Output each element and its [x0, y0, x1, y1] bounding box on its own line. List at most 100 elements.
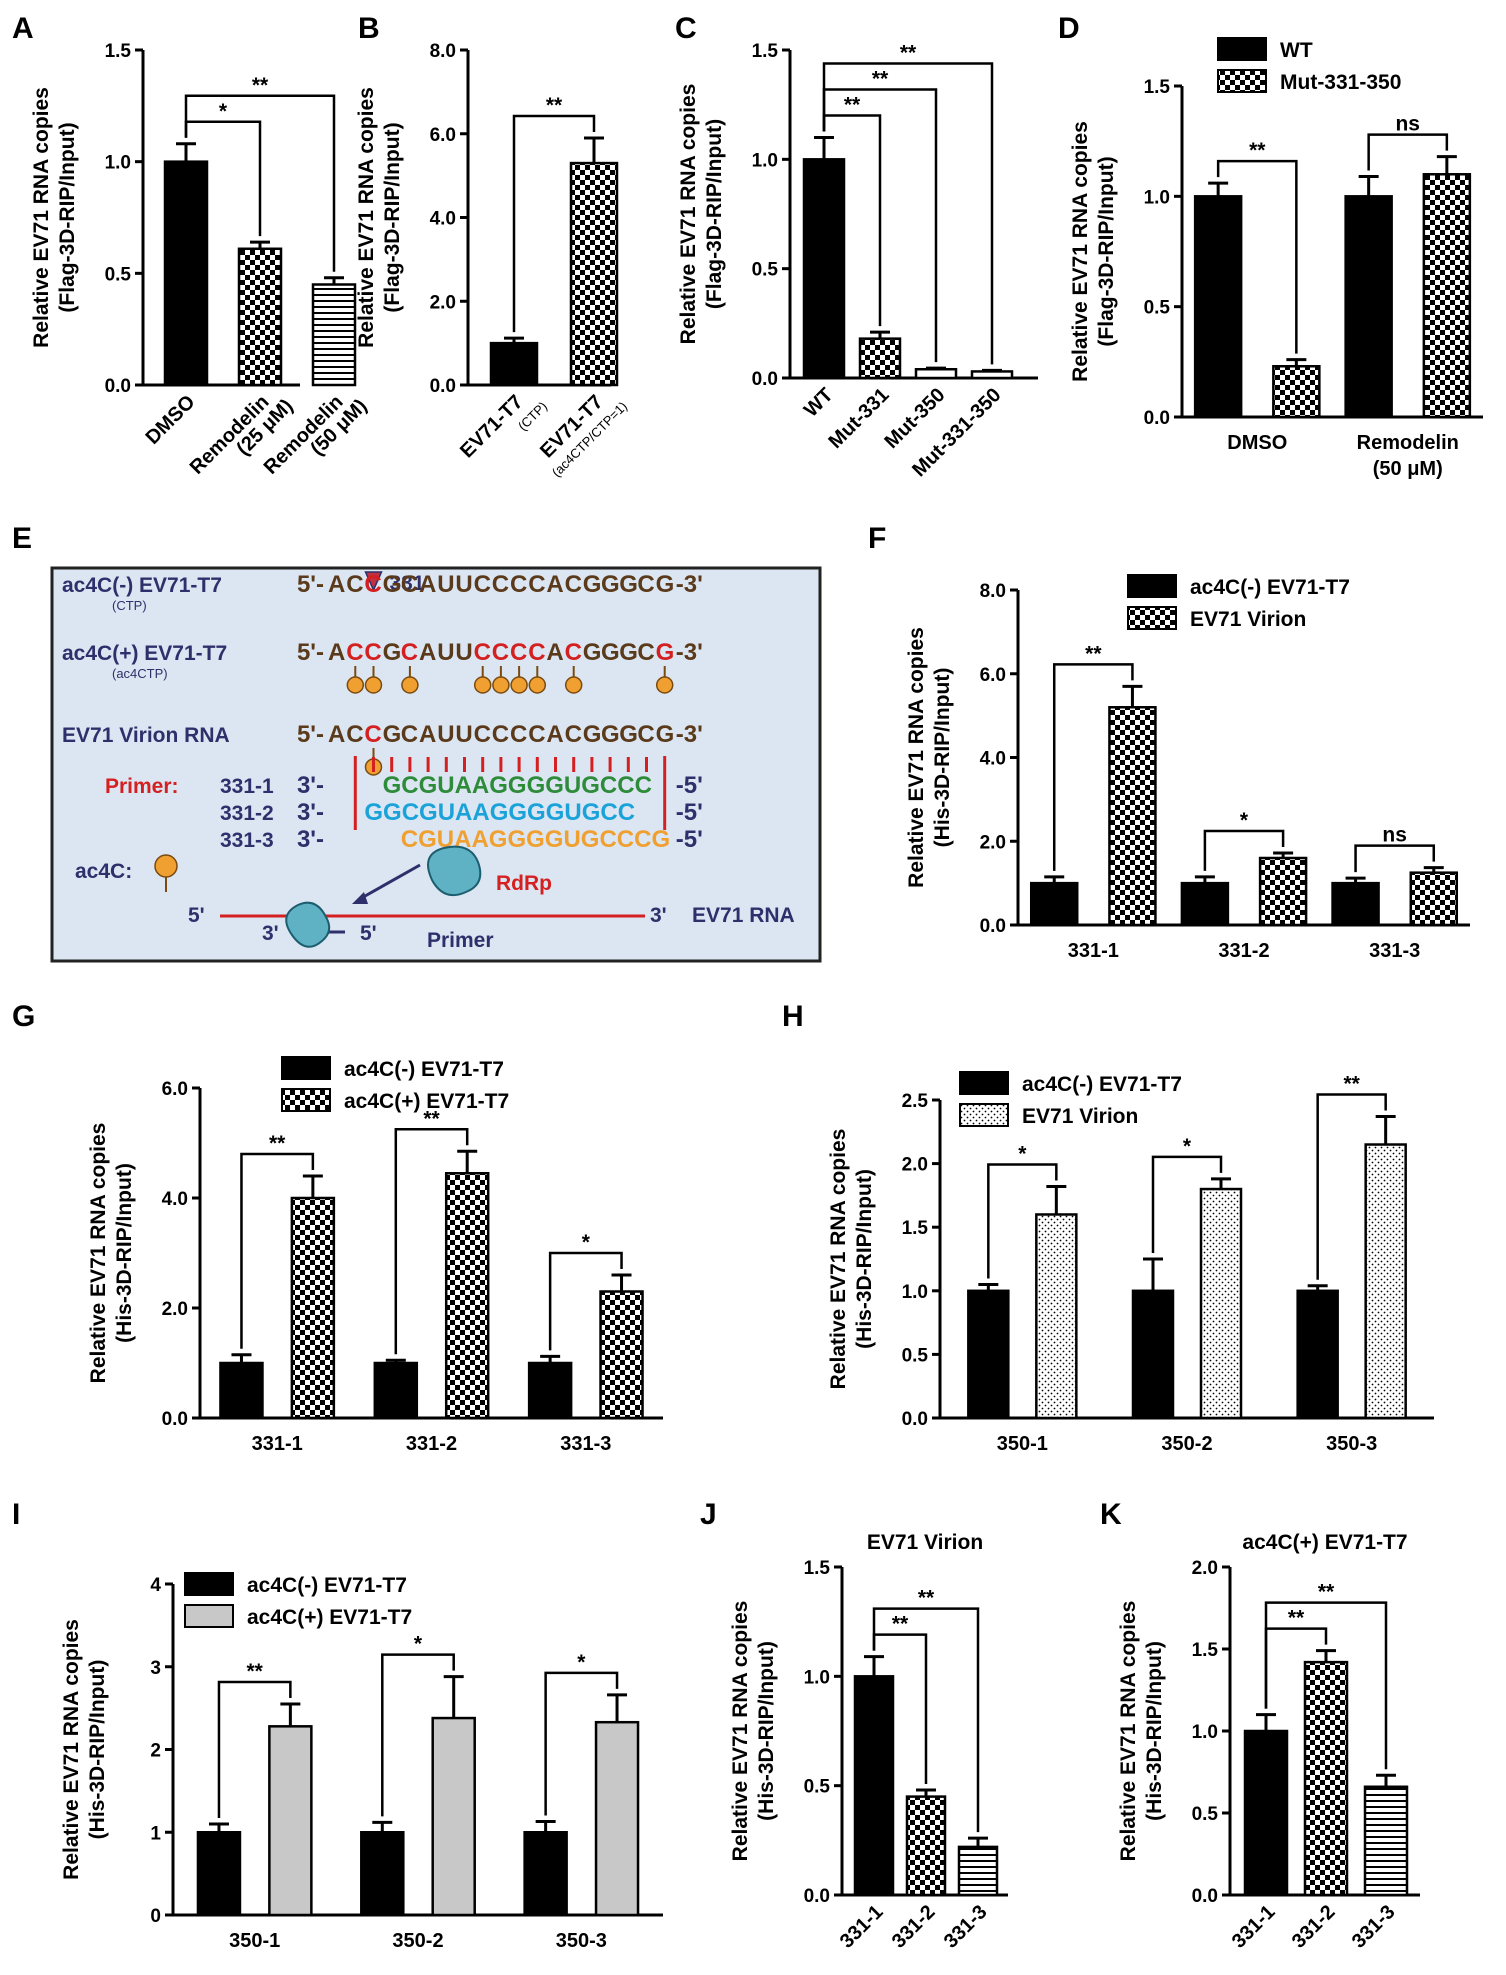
nucleotide: C	[565, 571, 582, 598]
x-tick-label: 331-1	[252, 1433, 303, 1455]
primer-prefix: 3'-	[297, 772, 324, 799]
bar-series-2	[594, 1720, 640, 1917]
y-axis-label: Relative EV71 RNA copies	[1117, 1601, 1140, 1862]
panel-letter-A: A	[12, 12, 34, 45]
bar	[1303, 1660, 1349, 1897]
significance-bracket	[1052, 663, 1134, 871]
seq-strand: ACCGCAUUCCCCACGGGCG	[328, 721, 674, 748]
x-tick-label: 331-2	[406, 1433, 457, 1455]
panel-letter-F: F	[868, 522, 886, 555]
significance-label: *	[582, 1231, 591, 1254]
significance-label: *	[219, 100, 228, 123]
bar	[905, 1795, 947, 1897]
significance-label: **	[900, 41, 917, 64]
rdrp-label: RdRp	[496, 872, 552, 895]
rna-5-prime: 5'	[188, 904, 205, 927]
primer-suffix: -5'	[676, 799, 703, 826]
y-axis-label: (Flag-3D-RIP/Input)	[1095, 156, 1118, 346]
bar-series-1	[967, 1289, 1010, 1420]
significance-bracket	[1367, 133, 1449, 171]
legend-label: ac4C(-) EV71-T7	[1190, 576, 1350, 599]
y-tick-label: 1.0	[804, 1667, 830, 1688]
legend-swatch	[959, 1071, 1009, 1095]
y-axis-label: Relative EV71 RNA copies	[729, 1601, 752, 1862]
ac4c-legend-label: ac4C:	[75, 860, 132, 883]
bar-series-2	[1035, 1213, 1078, 1420]
x-tick-label: Remodelin	[1357, 432, 1459, 454]
nucleotide: G	[583, 639, 602, 666]
y-tick-label: 8.0	[430, 41, 456, 62]
y-tick-label: 6.0	[430, 125, 456, 146]
significance-label: **	[872, 67, 889, 90]
bar-series-2	[599, 1290, 644, 1420]
seq-strand: ACCGCAUUCCCCACGGGCG	[328, 639, 674, 666]
y-axis-label: Relative EV71 RNA copies	[87, 1123, 110, 1384]
bar	[970, 370, 1014, 380]
significance-label: **	[1085, 642, 1102, 665]
y-tick-label: 0.0	[752, 369, 778, 390]
y-axis-label: (Flag-3D-RIP/Input)	[381, 122, 404, 312]
ac4c-modification-icon	[473, 676, 492, 694]
significance-label: *	[1183, 1135, 1192, 1158]
significance-bracket	[1216, 159, 1298, 354]
bar-series-1	[196, 1831, 242, 1917]
panel-letter-K: K	[1100, 1498, 1122, 1531]
y-tick-label: 4	[150, 1575, 161, 1596]
panel-letter-H: H	[782, 1000, 804, 1033]
rdrp-icon	[427, 845, 482, 896]
x-tick-label: DMSO	[142, 391, 200, 449]
chart-title: ac4C(+) EV71-T7	[1242, 1531, 1407, 1554]
x-tick-label: 331-3	[940, 1901, 992, 1953]
y-tick-label: 3	[150, 1658, 161, 1679]
significance-label: ns	[1395, 113, 1420, 136]
bar-series-2	[444, 1172, 490, 1420]
nucleotide: G	[656, 639, 675, 666]
nucleotide: C	[364, 721, 381, 748]
y-axis-label: Relative EV71 RNA copies	[677, 84, 700, 345]
significance-label: *	[577, 1651, 586, 1674]
nucleotide: C	[637, 571, 654, 598]
x-tick-label: 350-2	[392, 1930, 443, 1952]
chart-G: 0.0 2.0 4.0 6.0 Relative EV71 RNA copies (His…	[87, 1056, 663, 1455]
significance-bracket	[1264, 1601, 1388, 1770]
y-axis-label: Relative EV71 RNA copies	[905, 627, 928, 888]
nucleotide: A	[328, 721, 345, 748]
nucleotide: C	[364, 571, 381, 598]
x-tick-label: 331-3	[1348, 1901, 1400, 1953]
x-tick-label: 350-3	[556, 1930, 607, 1952]
nucleotide: G	[601, 721, 620, 748]
nucleotide: C	[492, 571, 509, 598]
bar-series-2	[1422, 173, 1472, 419]
significance-bracket	[1316, 1093, 1387, 1280]
nucleotide: C	[565, 639, 582, 666]
y-tick-label: 2.5	[902, 1091, 929, 1112]
legend-label: ac4C(-) EV71-T7	[247, 1574, 407, 1597]
primer-word: Primer	[427, 929, 494, 952]
y-tick-label: 0.0	[980, 916, 1006, 937]
x-tick-label: EV71-T7	[456, 391, 527, 462]
x-tick-label: 331-3	[560, 1433, 611, 1455]
y-tick-label: 6.0	[162, 1079, 188, 1100]
y-tick-label: 2.0	[902, 1155, 928, 1176]
primer-name: 331-3	[220, 829, 274, 852]
schematic-frame	[50, 566, 822, 963]
panel-letter-E: E	[12, 522, 32, 555]
nucleotide: G	[656, 571, 675, 598]
significance-label: *	[1240, 809, 1249, 832]
nucleotide: U	[455, 571, 472, 598]
x-tick-label: (50 μM)	[1373, 458, 1443, 480]
significance-label: **	[1318, 1581, 1335, 1604]
y-axis-label: (His-3D-RIP/Input)	[113, 1163, 136, 1343]
nucleotide: G	[656, 721, 675, 748]
y-axis-label: (His-3D-RIP/Input)	[1143, 1641, 1166, 1821]
nucleotide: G	[583, 721, 602, 748]
bar-series-1	[1029, 881, 1079, 927]
bar-series-1	[219, 1361, 264, 1420]
row-label: ac4C(+) EV71-T7	[62, 642, 227, 665]
primer-suffix: -5'	[676, 772, 703, 799]
panel-letter-B: B	[358, 12, 380, 45]
y-axis-label: Relative EV71 RNA copies	[60, 1619, 83, 1880]
nucleotide: C	[565, 721, 582, 748]
y-tick-label: 4.0	[430, 209, 456, 230]
x-tick-label: 331-1	[1068, 940, 1119, 962]
